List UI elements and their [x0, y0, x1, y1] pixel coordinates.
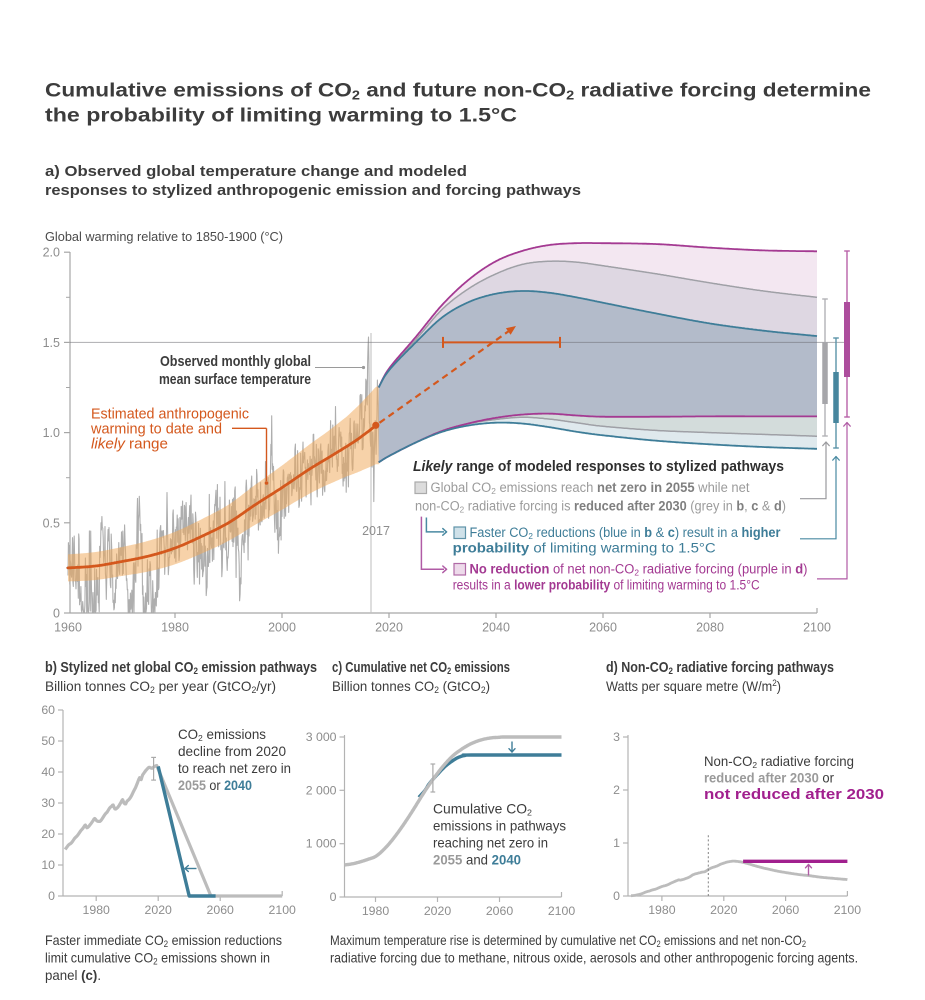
svg-text:2020: 2020	[375, 621, 403, 635]
svg-text:Faster CO2 reductions (blue in: Faster CO2 reductions (blue in b & c) re…	[470, 525, 782, 541]
svg-text:2020: 2020	[424, 904, 452, 918]
svg-text:Global warming relative to 185: Global warming relative to 1850-1900 (°C…	[45, 229, 283, 244]
svg-text:1980: 1980	[161, 621, 189, 635]
svg-text:1: 1	[613, 836, 620, 850]
svg-text:d) Non-CO2 radiative forcing p: d) Non-CO2 radiative forcing pathways	[606, 660, 834, 676]
svg-text:emissions in pathways: emissions in pathways	[433, 819, 566, 834]
svg-text:Billion tonnes CO2 per year (G: Billion tonnes CO2 per year (GtCO2/yr)	[45, 678, 276, 695]
svg-text:0: 0	[48, 889, 55, 903]
svg-text:50: 50	[41, 734, 55, 748]
svg-text:responses to stylized anthropo: responses to stylized anthropogenic emis…	[45, 182, 581, 199]
svg-text:2055 and 2040: 2055 and 2040	[433, 853, 521, 868]
svg-text:2020: 2020	[145, 903, 173, 917]
svg-text:radiative forcing due to metha: radiative forcing due to methane, nitrou…	[330, 950, 858, 966]
svg-text:Maximum temperature rise is de: Maximum temperature rise is determined b…	[330, 932, 806, 949]
svg-text:2.0: 2.0	[43, 246, 60, 260]
svg-text:3: 3	[613, 730, 620, 744]
svg-text:decline from 2020: decline from 2020	[178, 744, 286, 759]
svg-text:0: 0	[330, 890, 337, 904]
svg-text:40: 40	[41, 765, 55, 779]
svg-text:warming to date and: warming to date and	[90, 422, 222, 438]
svg-text:results in a lower probability: results in a lower probability of limiti…	[453, 578, 760, 593]
svg-text:10: 10	[41, 858, 55, 872]
svg-text:No reduction of net non-CO2 ra: No reduction of net non-CO2 radiative fo…	[470, 562, 808, 578]
svg-text:1.0: 1.0	[43, 426, 60, 440]
svg-text:2040: 2040	[482, 621, 510, 635]
svg-text:likely range: likely range	[91, 437, 168, 453]
svg-text:2060: 2060	[772, 903, 800, 917]
svg-text:2060: 2060	[589, 621, 617, 635]
svg-text:reaching net zero in: reaching net zero in	[433, 836, 548, 851]
svg-text:Cumulative emissions of CO2 an: Cumulative emissions of CO 2 and future n…	[45, 80, 871, 103]
svg-text:2 000: 2 000	[306, 783, 337, 797]
svg-text:30: 30	[41, 796, 55, 810]
svg-text:2100: 2100	[548, 904, 576, 918]
svg-text:non-CO2 radiative forcing is r: non-CO2 radiative forcing is reduced aft…	[415, 499, 786, 515]
svg-text:1980: 1980	[648, 903, 676, 917]
svg-text:2: 2	[613, 783, 620, 797]
svg-text:1980: 1980	[362, 904, 390, 918]
svg-text:0.5: 0.5	[43, 516, 60, 530]
svg-text:mean surface temperature: mean surface temperature	[159, 372, 311, 388]
svg-text:reduced after 2030 or: reduced after 2030 or	[704, 771, 834, 786]
svg-text:2100: 2100	[269, 903, 297, 917]
svg-text:2020: 2020	[710, 903, 738, 917]
svg-text:3 000: 3 000	[306, 730, 337, 744]
svg-text:Billion tonnes CO2 (GtCO2): Billion tonnes CO2 (GtCO2)	[332, 678, 490, 695]
svg-text:a) Observed global temperature: a) Observed global temperature change an…	[45, 163, 467, 180]
svg-text:Observed monthly global: Observed monthly global	[160, 354, 311, 370]
svg-text:not reduced after 2030: not reduced after 2030	[704, 787, 884, 803]
svg-text:1.5: 1.5	[43, 336, 60, 350]
svg-text:1980: 1980	[83, 903, 111, 917]
svg-text:2017: 2017	[362, 524, 390, 538]
svg-text:the probability of limiting wa: the probability of limiting warming to 1…	[45, 105, 517, 127]
svg-text:CO2 emissions: CO2 emissions	[178, 727, 266, 743]
svg-text:probability of limiting warmin: probability of limiting warming to 1.5°C	[453, 541, 716, 556]
svg-text:Estimated anthropogenic: Estimated anthropogenic	[91, 407, 249, 423]
svg-text:2080: 2080	[696, 621, 724, 635]
svg-text:2060: 2060	[207, 903, 235, 917]
svg-text:2100: 2100	[803, 621, 831, 635]
svg-text:1960: 1960	[54, 621, 82, 635]
svg-text:2000: 2000	[268, 621, 296, 635]
svg-text:to reach net zero in: to reach net zero in	[178, 761, 291, 776]
svg-text:Global CO2 emissions reach net: Global CO2 emissions reach net zero in 2…	[431, 480, 750, 496]
svg-text:Likely range of modeled respon: Likely range of modeled responses to sty…	[413, 458, 784, 475]
svg-text:limit cumulative CO2 emissions: limit cumulative CO2 emissions shown in	[45, 950, 270, 967]
svg-text:2055 or 2040: 2055 or 2040	[178, 778, 252, 793]
svg-text:c) Cumulative net CO2 emission: c) Cumulative net CO2 emissions	[332, 660, 510, 676]
svg-text:Faster immediate CO2 emission: Faster immediate CO2 emission reductions	[45, 932, 282, 949]
svg-text:b) Stylized net global CO2 emi: b) Stylized net global CO2 emission path…	[45, 660, 317, 676]
svg-text:1 000: 1 000	[306, 837, 337, 851]
svg-text:2100: 2100	[834, 903, 862, 917]
svg-text:0: 0	[53, 607, 60, 621]
svg-text:Non-CO2 radiative forcing: Non-CO2 radiative forcing	[704, 754, 854, 770]
svg-text:Watts per square metre (W/m2): Watts per square metre (W/m2)	[606, 678, 781, 694]
svg-text:20: 20	[41, 827, 55, 841]
svg-text:Cumulative CO2: Cumulative CO 2	[433, 802, 532, 818]
svg-text:60: 60	[41, 703, 55, 717]
svg-text:2060: 2060	[486, 904, 514, 918]
svg-text:0: 0	[613, 889, 620, 903]
svg-text:panel (c).: panel (c).	[45, 967, 101, 983]
